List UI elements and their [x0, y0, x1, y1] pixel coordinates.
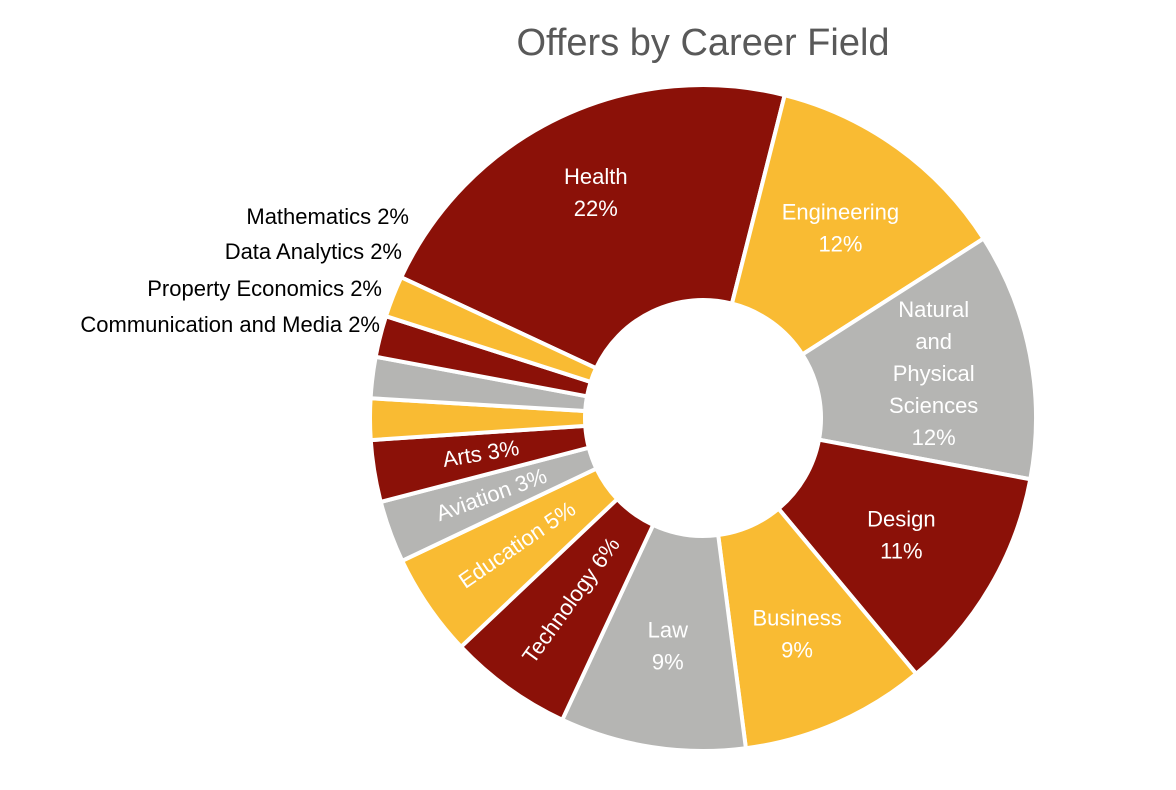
label-health: Health 22% [564, 164, 628, 221]
label-engineering: Engineering 12% [782, 199, 899, 256]
chart-title: Offers by Career Field [516, 22, 890, 64]
slice-design [776, 437, 1033, 676]
label-data-analytics: Data Analytics 2% [225, 239, 402, 264]
label-communication-and-media: Communication and Media 2% [80, 312, 380, 337]
label-property-economics: Property Economics 2% [147, 276, 382, 301]
slice-mathematics [383, 275, 599, 384]
slice-health [399, 83, 787, 371]
slice-law [560, 522, 748, 753]
label-natural-and-physical-sciences: Natural and Physical Sciences 12% [889, 297, 978, 450]
label-design: Design 11% [867, 506, 935, 563]
label-mathematics: Mathematics 2% [246, 204, 409, 229]
label-law: Law 9% [648, 617, 688, 674]
slice-business [716, 506, 919, 751]
slice-engineering [729, 93, 986, 357]
slice-natural-and-physical-sciences [800, 236, 1038, 482]
label-business: Business 9% [752, 605, 841, 662]
